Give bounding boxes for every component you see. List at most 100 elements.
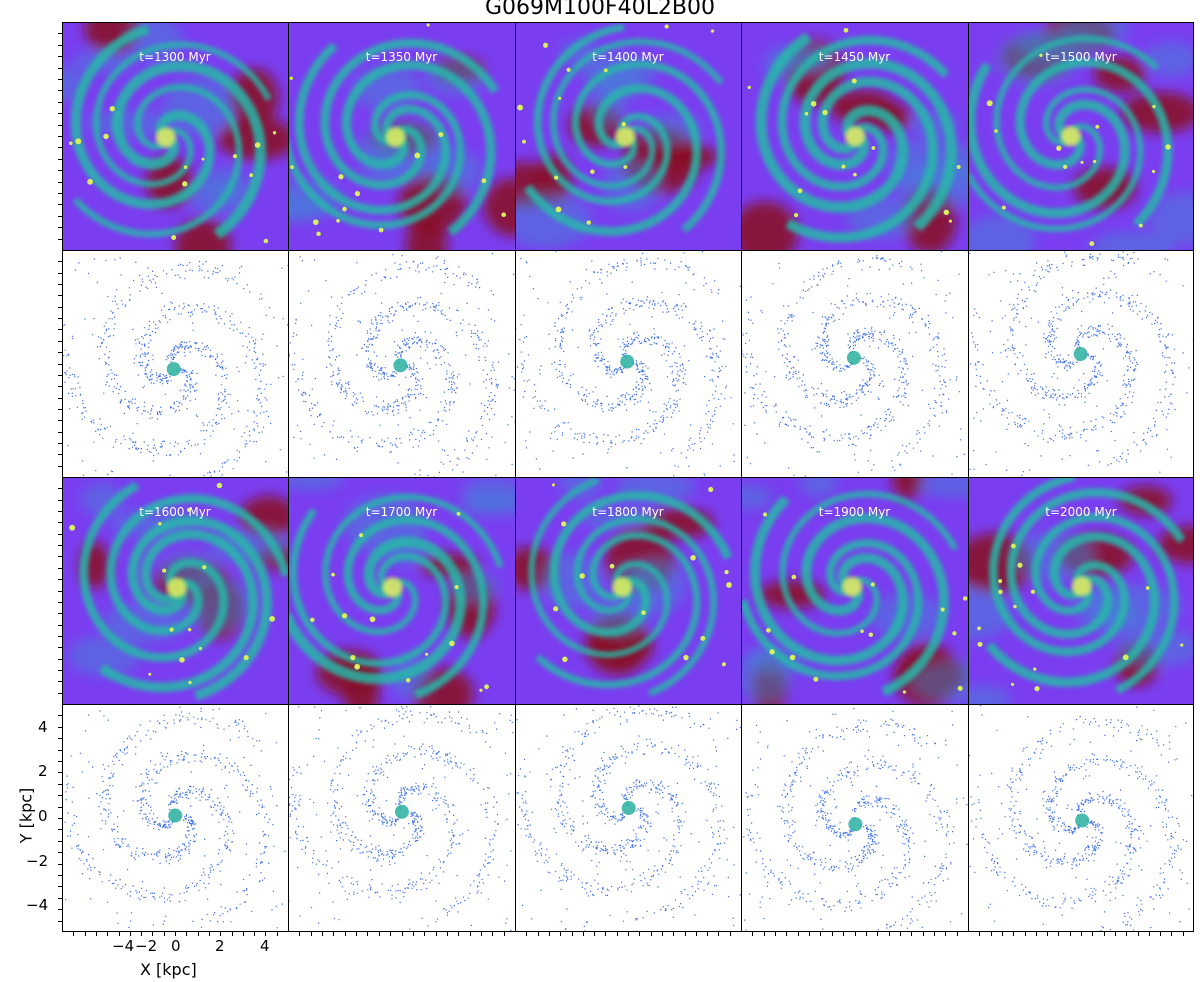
axis-tick — [538, 932, 539, 936]
axis-tick — [707, 932, 708, 936]
axis-tick — [583, 932, 584, 936]
axis-tick — [58, 454, 62, 455]
axis-tick — [58, 375, 62, 376]
axis-tick — [58, 852, 62, 853]
time-label: t=1800 Myr — [592, 505, 664, 519]
star-panel — [741, 704, 968, 932]
axis-tick — [58, 681, 62, 682]
star-panel — [515, 250, 741, 477]
axis-tick — [58, 875, 62, 876]
gas-density-map — [741, 22, 968, 250]
axis-tick — [639, 932, 640, 936]
axis-tick — [58, 545, 62, 546]
gas-panel: t=1900 Myr — [741, 477, 968, 704]
axis-tick — [58, 602, 62, 603]
axis-tick — [900, 932, 901, 936]
axis-tick — [1171, 932, 1172, 936]
star-particle-map — [62, 250, 288, 477]
axis-tick — [58, 68, 62, 69]
axis-tick — [934, 932, 935, 936]
axis-tick — [58, 636, 62, 637]
axis-tick — [866, 932, 867, 936]
axis-tick — [58, 432, 62, 433]
axis-tick — [1058, 932, 1059, 936]
axis-tick — [58, 898, 62, 899]
axis-tick — [58, 909, 62, 910]
axis-tick — [651, 932, 652, 936]
star-particle-map — [968, 704, 1194, 932]
axis-tick — [1013, 932, 1014, 936]
axis-tick — [58, 182, 62, 183]
axis-tick — [58, 79, 62, 80]
star-panel — [288, 250, 515, 477]
axis-tick — [58, 466, 62, 467]
gas-panel: t=1350 Myr — [288, 22, 515, 250]
axis-tick — [58, 170, 62, 171]
axis-tick — [130, 932, 131, 936]
gas-panel: t=1800 Myr — [515, 477, 741, 704]
axis-tick — [265, 932, 266, 936]
axis-tick — [1160, 932, 1161, 936]
gas-density-map — [515, 22, 741, 250]
x-tick-label: −4 — [112, 937, 135, 955]
star-panel — [968, 704, 1194, 932]
axis-tick — [379, 932, 380, 936]
axis-tick — [889, 932, 890, 936]
axis-tick — [605, 932, 606, 936]
axis-tick — [58, 90, 62, 91]
axis-tick — [58, 818, 62, 819]
axis-tick — [991, 932, 992, 936]
axis-tick — [855, 932, 856, 936]
axis-tick — [58, 329, 62, 330]
axis-tick — [1183, 932, 1184, 936]
axis-tick — [356, 932, 357, 936]
axis-tick — [85, 932, 86, 936]
axis-tick — [390, 932, 391, 936]
axis-tick — [141, 932, 142, 936]
axis-tick — [979, 932, 980, 936]
figure-title: G069M100F40L2B00 — [484, 0, 715, 20]
axis-tick — [58, 727, 62, 728]
axis-tick — [911, 932, 912, 936]
axis-tick — [58, 579, 62, 580]
axis-tick — [164, 932, 165, 936]
star-particle-map — [62, 704, 288, 932]
gas-density-map — [515, 477, 741, 704]
star-particle-map — [515, 704, 741, 932]
axis-tick — [58, 488, 62, 489]
axis-tick — [367, 932, 368, 936]
axis-tick — [820, 932, 821, 936]
axis-tick — [58, 591, 62, 592]
axis-tick — [1126, 932, 1127, 936]
gas-density-map — [968, 22, 1194, 250]
gas-density-map — [288, 477, 515, 704]
axis-tick — [277, 932, 278, 936]
star-panel — [968, 250, 1194, 477]
axis-tick — [1104, 932, 1105, 936]
axis-tick — [1092, 932, 1093, 936]
axis-tick — [1047, 932, 1048, 936]
axis-tick — [186, 932, 187, 936]
y-tick-label: −2 — [26, 852, 49, 870]
axis-tick — [1036, 932, 1037, 936]
gas-density-map — [741, 477, 968, 704]
axis-tick — [58, 159, 62, 160]
axis-tick — [481, 932, 482, 936]
axis-tick — [58, 56, 62, 57]
gas-panel: t=1400 Myr — [515, 22, 741, 250]
axis-tick — [447, 932, 448, 936]
y-axis-label: Y [kpc] — [16, 787, 36, 844]
axis-tick — [58, 807, 62, 808]
axis-tick — [58, 647, 62, 648]
axis-tick — [560, 932, 561, 936]
axis-tick — [58, 500, 62, 501]
axis-tick — [198, 932, 199, 936]
axis-tick — [58, 204, 62, 205]
time-label: t=1500 Myr — [1045, 50, 1117, 64]
axis-tick — [957, 932, 958, 936]
axis-tick — [1115, 932, 1116, 936]
axis-tick — [58, 386, 62, 387]
axis-tick — [243, 932, 244, 936]
axis-tick — [58, 227, 62, 228]
x-tick-label: 4 — [260, 937, 270, 955]
